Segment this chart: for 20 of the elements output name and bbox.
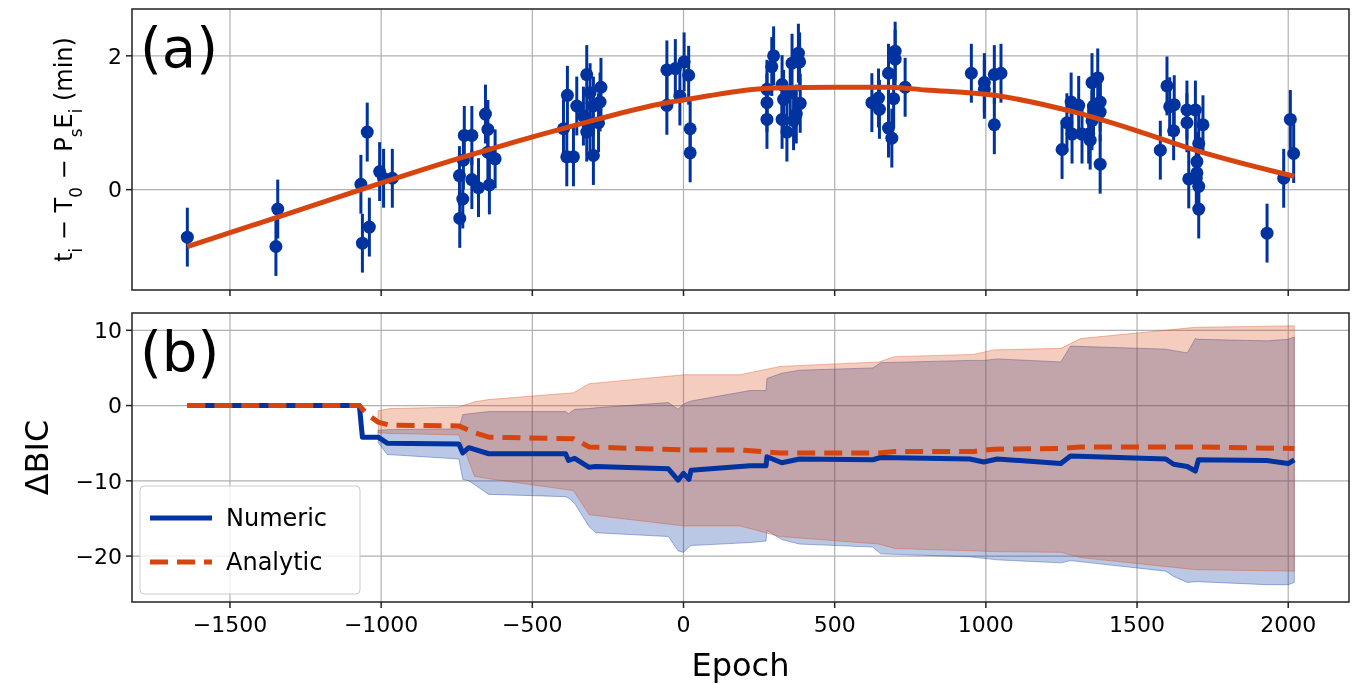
y-axis-title: ΔBIC [18, 419, 56, 496]
x-tick-label: 1500 [1109, 612, 1166, 637]
x-tick-label: −1000 [343, 612, 419, 637]
legend-label: Analytic [226, 548, 323, 577]
annotation: (b) [140, 319, 220, 384]
y-tick-label: 10 [94, 318, 122, 344]
x-tick-label: 1000 [957, 612, 1014, 637]
x-tick-label: 0 [676, 612, 691, 637]
y-tick-label: 0 [108, 393, 122, 419]
y-tick-label: 0 [108, 177, 122, 203]
x-tick-label: 2000 [1260, 612, 1317, 637]
x-axis-title: Epoch [691, 646, 790, 684]
x-tick-label: 500 [813, 612, 856, 637]
y-tick-label: −20 [75, 543, 122, 569]
x-tick-label: −500 [502, 612, 563, 637]
legend-label: Numeric [226, 504, 328, 533]
x-tick-label: −1500 [192, 612, 268, 637]
y-tick-label: −10 [75, 468, 122, 494]
y-tick-label: 2 [108, 43, 122, 69]
annotation: (a) [140, 15, 219, 80]
